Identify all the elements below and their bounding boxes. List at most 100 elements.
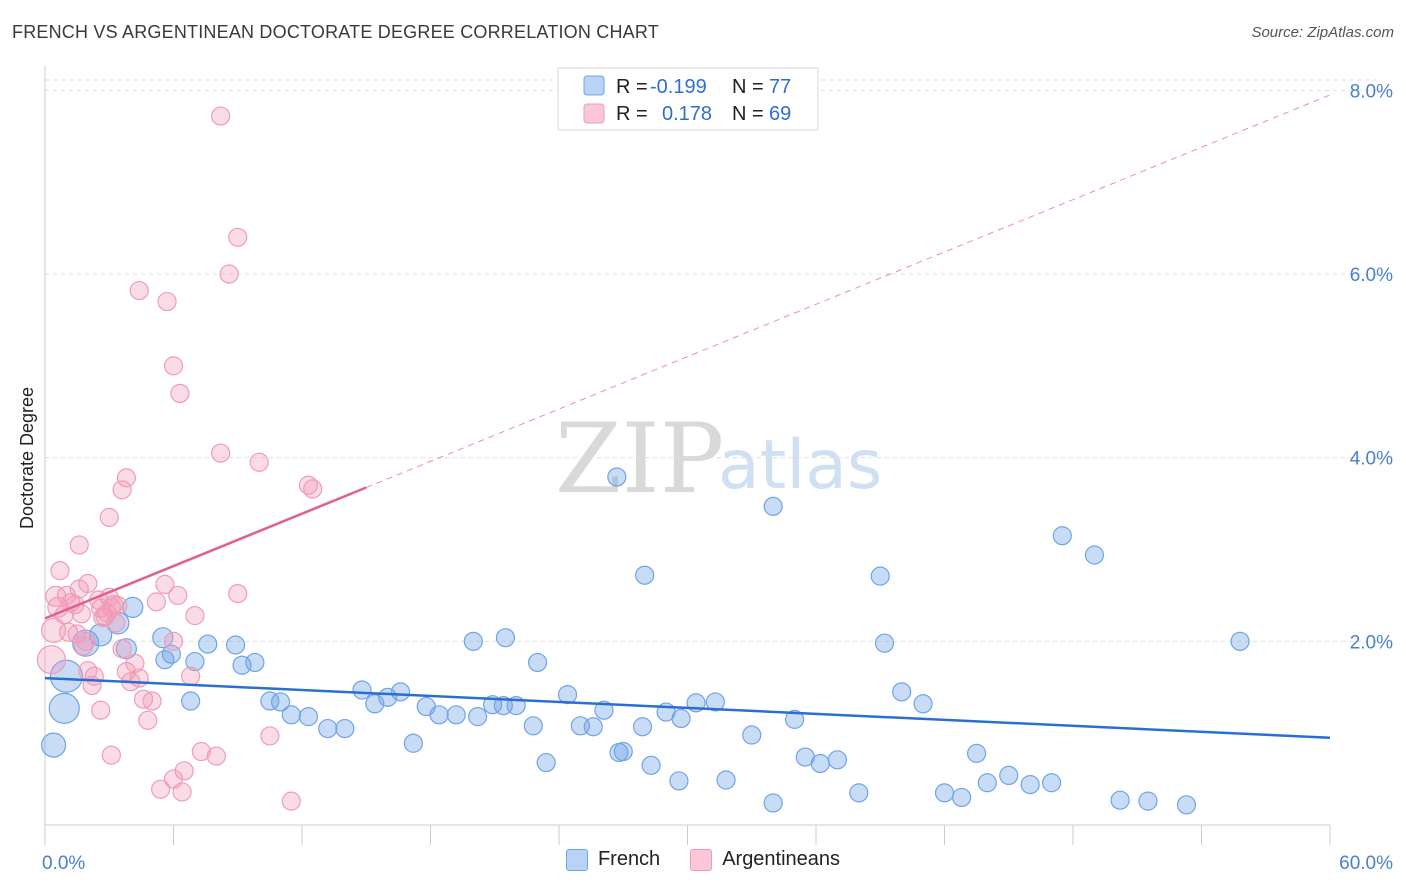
argentinean-point bbox=[112, 480, 132, 500]
french-point bbox=[874, 633, 895, 653]
french-point bbox=[181, 691, 201, 711]
argentinean-point bbox=[78, 661, 98, 681]
french-point bbox=[1041, 773, 1062, 793]
y-axis-label: Doctorate Degree bbox=[17, 387, 37, 529]
french-point bbox=[913, 694, 933, 714]
french-point bbox=[870, 566, 890, 586]
argentinean-point bbox=[191, 741, 211, 762]
french-point bbox=[849, 783, 869, 803]
argentinean-point bbox=[69, 535, 89, 555]
watermark-atlas: atlas bbox=[718, 426, 882, 505]
french-point bbox=[967, 743, 987, 763]
watermark: ZIP atlas bbox=[555, 403, 882, 515]
argentinean-point bbox=[129, 280, 149, 301]
y-tick-label: 8.0% bbox=[1350, 81, 1393, 102]
chart-title: FRENCH VS ARGENTINEAN DOCTORATE DEGREE C… bbox=[12, 22, 659, 42]
argentinean-point bbox=[129, 668, 149, 688]
argentineans-legend-label: Argentineans bbox=[722, 848, 841, 870]
french-point bbox=[49, 659, 84, 693]
french-point bbox=[185, 651, 205, 672]
argentinean-point bbox=[40, 617, 67, 643]
french-point bbox=[429, 705, 449, 725]
french-point bbox=[152, 627, 174, 649]
french-point bbox=[390, 682, 411, 702]
legend-r-label-argentinean: R = bbox=[616, 103, 648, 125]
x-tick-label: 0.0% bbox=[42, 853, 85, 874]
correlation-legend: R = -0.199 N = 77 R = 0.178 N = 69 bbox=[557, 67, 819, 131]
french-point bbox=[763, 496, 783, 516]
french-point bbox=[952, 787, 972, 808]
y-tick-label: 4.0% bbox=[1350, 449, 1393, 470]
y-tick-label: 6.0% bbox=[1350, 265, 1393, 286]
french-point bbox=[716, 770, 736, 790]
argentinean-point bbox=[260, 726, 280, 746]
french-point bbox=[583, 717, 603, 737]
argentinean-point bbox=[125, 653, 145, 673]
argentinean-point bbox=[45, 585, 67, 607]
series-legend-argentineans[interactable]: Argentineans bbox=[690, 848, 840, 871]
french-trend-line bbox=[44, 676, 1331, 740]
argentinean-point bbox=[163, 631, 184, 651]
argentinean-point bbox=[146, 592, 166, 612]
french-points bbox=[40, 467, 1250, 815]
french-point bbox=[48, 692, 80, 724]
french-point bbox=[446, 705, 466, 725]
french-point bbox=[352, 680, 372, 700]
argentinean-point bbox=[50, 561, 70, 581]
french-point bbox=[1020, 774, 1040, 795]
french-point bbox=[763, 793, 783, 813]
french-point bbox=[298, 707, 319, 727]
argentinean-point bbox=[185, 606, 205, 626]
french-point bbox=[977, 773, 997, 793]
french-point bbox=[1110, 790, 1130, 810]
french-point bbox=[281, 705, 301, 725]
argentinean-point bbox=[181, 666, 201, 686]
argentinean-point bbox=[281, 791, 301, 811]
axes bbox=[44, 66, 1331, 845]
french-point bbox=[594, 700, 614, 720]
french-point bbox=[635, 565, 655, 585]
series-legend-french[interactable]: French bbox=[565, 848, 661, 871]
french-legend-label: French bbox=[597, 848, 661, 870]
french-point bbox=[115, 638, 137, 660]
tick-labels: 2.0% 4.0% 6.0% 8.0% 0.0% 60.0% bbox=[42, 81, 1393, 874]
argentinean-point bbox=[168, 585, 188, 606]
legend-r-value-argentinean: 0.178 bbox=[662, 103, 712, 125]
argentinean-point bbox=[99, 507, 119, 527]
argentinean-point bbox=[170, 383, 190, 404]
french-point bbox=[1084, 545, 1105, 565]
trend-lines bbox=[44, 94, 1331, 740]
argentinean-point bbox=[163, 356, 184, 376]
french-point bbox=[557, 685, 578, 705]
y-tick-label: 2.0% bbox=[1350, 632, 1393, 653]
argentinean-point bbox=[206, 746, 226, 766]
argentinean-point bbox=[116, 468, 136, 488]
french-point bbox=[705, 692, 725, 712]
argentinean-point bbox=[172, 782, 192, 802]
argentinean-point bbox=[157, 291, 177, 312]
chart-source: Source: ZipAtlas.com bbox=[1251, 24, 1394, 41]
legend-n-value-argentinean: 69 bbox=[769, 103, 791, 125]
x-tick-label: 60.0% bbox=[1339, 853, 1393, 874]
french-point bbox=[999, 765, 1019, 786]
french-point bbox=[122, 596, 144, 618]
argentinean-point bbox=[142, 691, 162, 711]
legend-swatch-argentinean bbox=[583, 103, 605, 124]
argentinean-point bbox=[155, 574, 175, 595]
french-point bbox=[536, 752, 556, 773]
argentinean-point bbox=[211, 443, 231, 463]
french-point bbox=[468, 707, 488, 727]
french-point bbox=[784, 709, 805, 729]
french-point bbox=[270, 692, 291, 712]
french-point bbox=[1230, 631, 1250, 651]
argentinean-point bbox=[91, 700, 111, 720]
argentinean-point bbox=[108, 595, 128, 616]
argentinean-point bbox=[71, 604, 92, 624]
french-point bbox=[671, 708, 691, 729]
argentinean-point bbox=[36, 645, 67, 675]
french-point bbox=[669, 771, 689, 791]
argentinean-point bbox=[151, 779, 171, 799]
argentinean-point bbox=[112, 639, 132, 659]
argentinean-point bbox=[138, 710, 158, 730]
